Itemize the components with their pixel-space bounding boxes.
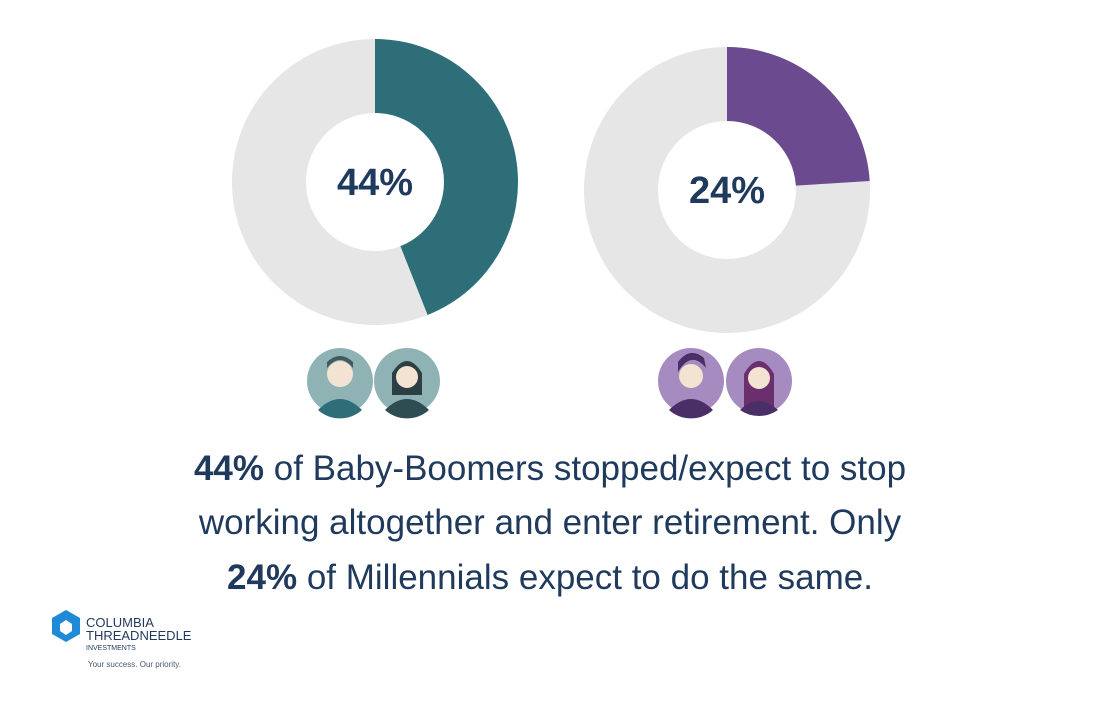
- caption-line: 24% of Millennials expect to do the same…: [227, 558, 873, 597]
- millennial-avatars: [658, 348, 792, 419]
- logo-text: INVESTMENTS: [86, 645, 136, 652]
- caption-highlight: 44%: [194, 449, 264, 488]
- caption-text: of Baby-Boomers stopped/expect to stop: [264, 449, 906, 488]
- boomer-avatars: [307, 348, 440, 419]
- donut-center-label: 44%: [337, 162, 413, 204]
- caption-line: working altogether and enter retirement.…: [198, 503, 902, 542]
- caption-text: working altogether and enter retirement.…: [198, 503, 902, 542]
- logo-tagline: Your success. Our priority.: [88, 660, 181, 669]
- logo-text: THREADNEEDLE: [86, 628, 192, 643]
- caption-line: 44% of Baby-Boomers stopped/expect to st…: [194, 449, 906, 488]
- logo-text: COLUMBIA: [86, 615, 154, 630]
- donut-slice: [375, 39, 518, 315]
- donut-center-label: 24%: [689, 170, 765, 212]
- donut-slice: [727, 47, 870, 186]
- caption-highlight: 24%: [227, 558, 297, 597]
- logo: COLUMBIA THREADNEEDLE INVESTMENTS Your s…: [52, 610, 192, 669]
- caption-text: of Millennials expect to do the same.: [297, 558, 873, 597]
